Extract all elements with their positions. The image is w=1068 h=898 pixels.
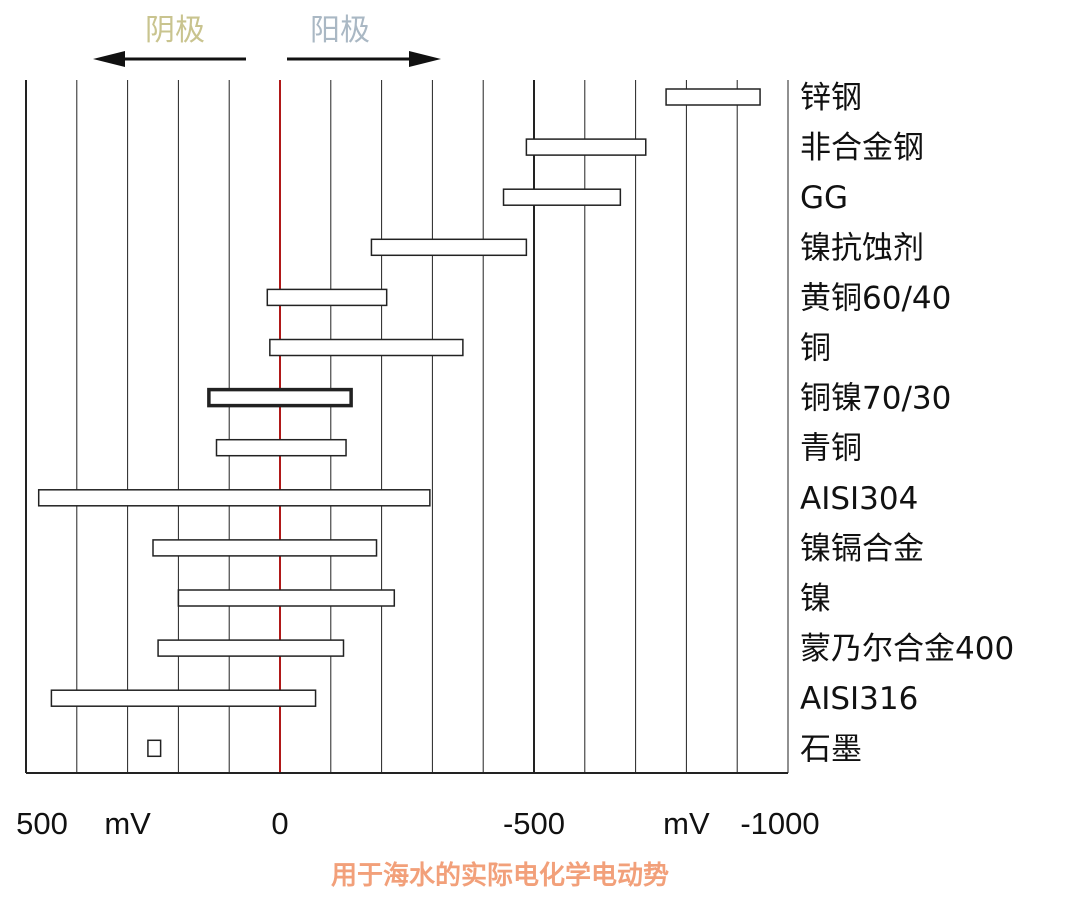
category-label: AISI304 [800,481,918,517]
chart-title: 用于海水的实际电化学电动势 [331,860,669,891]
tick-label: -1000 [740,806,819,841]
cathode-label: 阴极 [145,13,205,48]
range-bar [152,539,378,557]
range-bar [177,589,396,607]
category-label: 铜 [800,331,831,367]
category-label: 非合金钢 [800,130,924,166]
range-bar [665,88,761,106]
category-label: AISI316 [800,681,918,717]
tick-label: 0 [271,806,288,841]
category-label: 铜镍70/30 [800,381,951,417]
cathode-arrow [93,51,246,67]
category-label: 镍 [800,581,831,617]
range-bar [207,387,353,408]
range-bar [215,438,347,457]
category-label: 镍镉合金 [800,531,924,567]
category-label: 蒙乃尔合金400 [800,631,1014,667]
category-label: 青铜 [800,431,862,467]
category-label: 锌钢 [800,80,862,116]
category-label: 镍抗蚀剂 [800,230,924,266]
tick-label: mV [104,806,151,841]
tick-labels: 500 mV 0 -500 mV -1000 [16,806,820,841]
tick-label: 500 [16,806,68,841]
range-bar [147,739,162,758]
range-bar [525,138,647,156]
gridlines [25,80,789,774]
anode-label: 阳极 [310,13,370,48]
category-label: 黄铜60/40 [800,280,951,316]
category-label: 石墨 [800,731,862,767]
range-bar [37,489,431,507]
category-label: GG [800,180,848,216]
range-bar [370,238,528,257]
range-bar [266,288,388,307]
bars [37,88,761,758]
range-bar [502,188,622,206]
range-bar [50,689,317,707]
tick-label: -500 [503,806,565,841]
anode-arrow [287,51,441,67]
range-bar [157,639,345,657]
range-bar [269,338,464,357]
tick-label: mV [663,806,710,841]
